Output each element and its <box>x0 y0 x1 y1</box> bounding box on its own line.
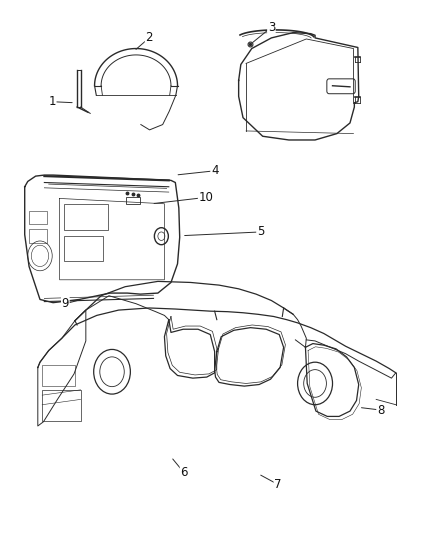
Text: 3: 3 <box>268 21 275 34</box>
Bar <box>29 229 46 243</box>
Bar <box>127 197 140 204</box>
Text: 8: 8 <box>377 403 384 416</box>
Text: 5: 5 <box>257 225 264 238</box>
Text: 10: 10 <box>198 191 213 204</box>
Bar <box>29 211 46 224</box>
Text: 9: 9 <box>62 297 69 310</box>
Bar <box>64 204 108 230</box>
Text: 4: 4 <box>211 164 219 177</box>
Text: 6: 6 <box>180 466 188 479</box>
Text: 2: 2 <box>145 31 153 44</box>
Text: 1: 1 <box>49 95 56 108</box>
Bar <box>64 236 103 261</box>
Bar <box>42 365 75 386</box>
Bar <box>42 390 81 421</box>
Text: 7: 7 <box>274 478 282 491</box>
